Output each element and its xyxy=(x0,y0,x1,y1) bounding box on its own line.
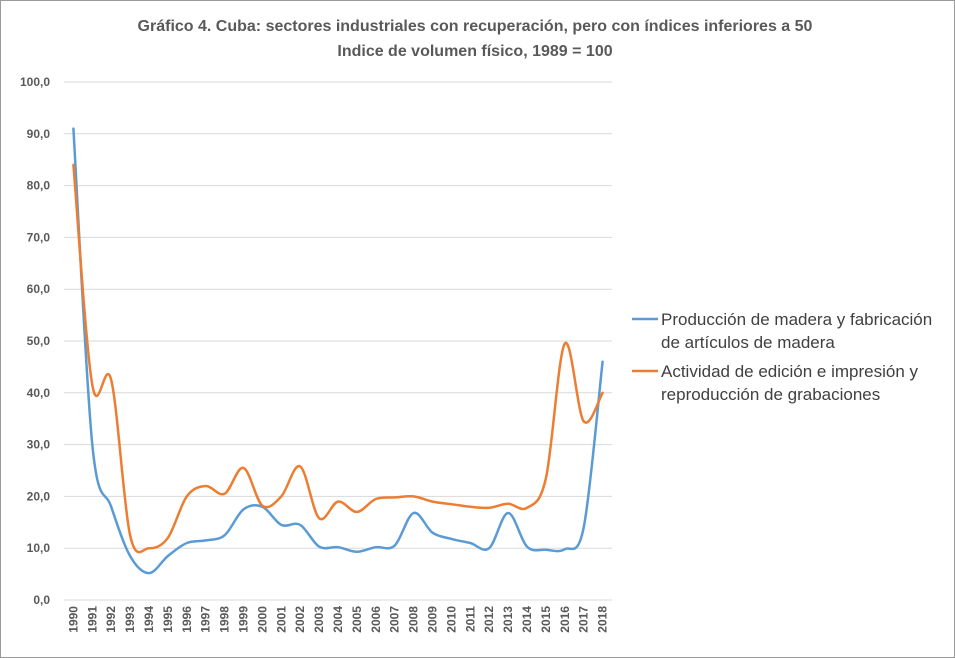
x-tick-label: 2000 xyxy=(255,606,269,633)
x-tick-label: 1997 xyxy=(199,606,213,633)
x-tick-label: 2017 xyxy=(577,606,591,633)
x-tick-label: 2008 xyxy=(407,606,421,633)
x-tick-label: 1995 xyxy=(161,606,175,633)
y-tick-label: 50,0 xyxy=(27,334,51,348)
legend: Producción de madera y fabricación de art… xyxy=(632,310,932,404)
x-tick-label: 2002 xyxy=(293,606,307,633)
y-tick-label: 30,0 xyxy=(27,438,51,452)
y-tick-label: 90,0 xyxy=(27,127,51,141)
gridlines xyxy=(64,81,612,601)
x-tick-label: 2012 xyxy=(482,606,496,633)
x-tick-label: 1994 xyxy=(142,606,156,633)
x-tick-label: 2009 xyxy=(425,606,439,633)
x-tick-label: 2005 xyxy=(350,606,364,633)
legend-label: reproducción de grabaciones xyxy=(661,385,880,404)
x-tick-label: 2006 xyxy=(369,606,383,633)
x-tick-label: 2011 xyxy=(463,606,477,632)
x-tick-label: 1996 xyxy=(180,606,194,633)
x-tick-label: 2007 xyxy=(388,606,402,633)
series-line-1 xyxy=(72,127,604,575)
x-tick-label: 2010 xyxy=(444,606,458,633)
x-tick-label: 2014 xyxy=(520,606,534,633)
x-tick-label: 2018 xyxy=(596,606,610,633)
x-tick-label: 1999 xyxy=(237,606,251,633)
x-tick-label: 1991 xyxy=(85,606,99,633)
x-tick-label: 2004 xyxy=(331,606,345,633)
y-tick-label: 60,0 xyxy=(27,282,51,296)
x-axis-tick-labels: 1990 1991 1992 1993 1994 1995 1996 1997 1998 1999… xyxy=(66,606,609,633)
x-tick-label: 1992 xyxy=(104,606,118,633)
legend-label: Actividad de edición e impresión y xyxy=(661,362,919,381)
x-tick-label: 1998 xyxy=(218,606,232,633)
y-tick-label: 100,0 xyxy=(20,75,50,89)
x-tick-label: 2001 xyxy=(274,606,288,633)
x-tick-label: 2016 xyxy=(558,606,572,633)
x-tick-label: 1990 xyxy=(66,606,80,633)
y-axis-tick-labels: 0,0 10,0 20,0 30,0 40,0 50,0 60,0 70,0 80,0 90,0 1… xyxy=(20,75,50,607)
y-tick-label: 80,0 xyxy=(27,179,51,193)
chart-subtitle: Indice de volumen físico, 1989 = 100 xyxy=(337,43,613,60)
x-tick-label: 2013 xyxy=(501,606,515,633)
series-lines xyxy=(72,127,604,575)
x-tick-label: 2015 xyxy=(539,606,553,633)
x-tick-label: 2003 xyxy=(312,606,326,633)
legend-label: Producción de madera y fabricación xyxy=(661,310,932,329)
y-tick-label: 70,0 xyxy=(27,230,51,244)
legend-label: de artículos de madera xyxy=(661,333,835,352)
y-tick-label: 40,0 xyxy=(27,386,51,400)
y-tick-label: 10,0 xyxy=(27,541,51,555)
y-tick-label: 20,0 xyxy=(27,489,51,503)
x-tick-label: 1993 xyxy=(123,606,137,633)
chart-title-block: Gráfico 4. Cuba: sectores industriales c… xyxy=(60,14,890,64)
series-line-2 xyxy=(72,163,604,554)
chart-title: Gráfico 4. Cuba: sectores industriales c… xyxy=(137,18,813,35)
y-tick-label: 0,0 xyxy=(33,593,50,607)
